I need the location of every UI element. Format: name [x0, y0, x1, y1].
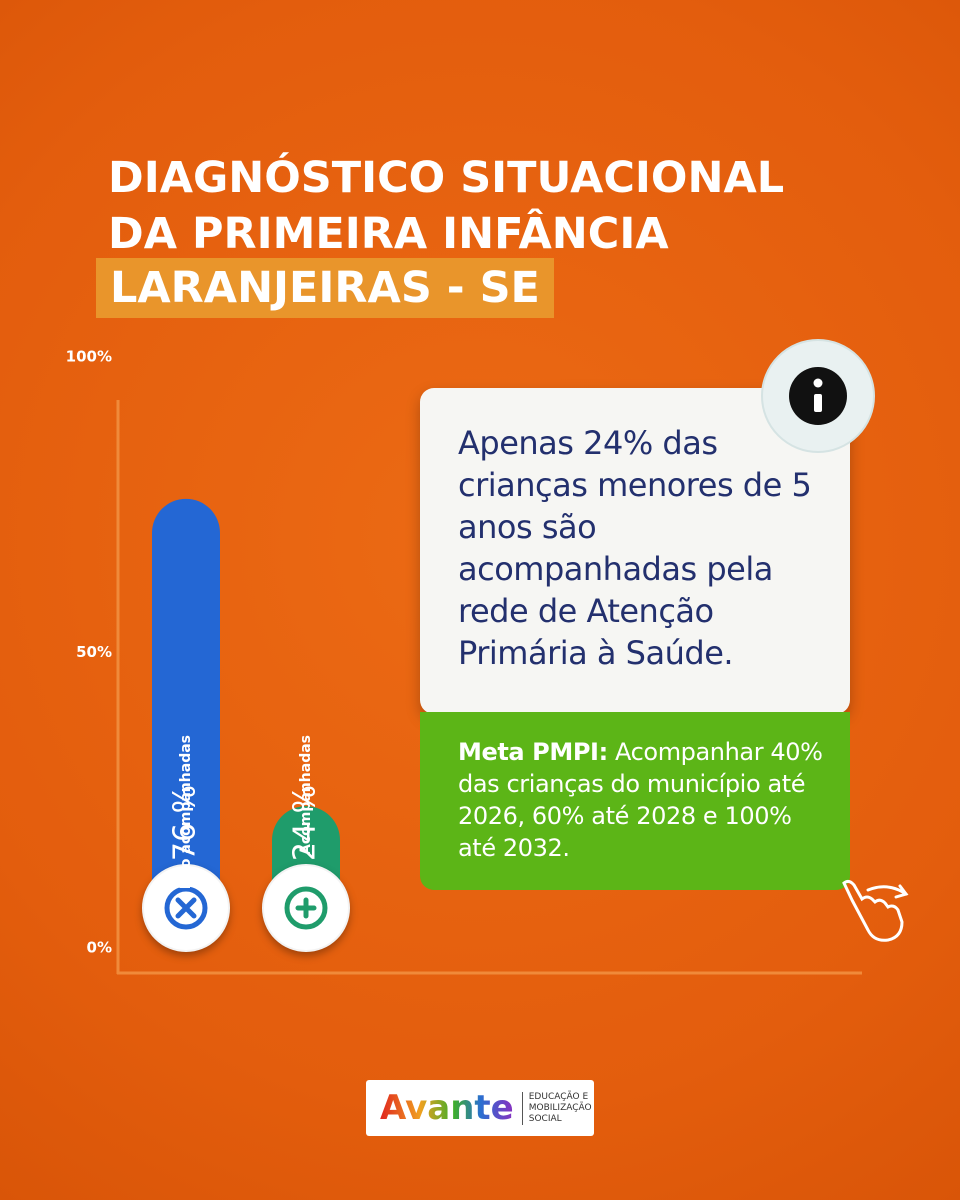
logo-name: Avante [380, 1088, 514, 1128]
info-box: Apenas 24% das crianças menores de 5 ano… [420, 388, 850, 714]
chart-subtitle: LARANJEIRAS - SE [96, 258, 554, 318]
logo-tagline: EDUCAÇÃO E MOBILIZAÇÃO SOCIAL [521, 1091, 594, 1125]
info-text: Apenas 24% das crianças menores de 5 ano… [458, 424, 812, 672]
y-tick-label: 0% [87, 939, 112, 957]
goal-text: Acompanhar 40% das crianças do município… [458, 738, 823, 862]
bar-icon [164, 886, 208, 930]
bar-icon-glyph [295, 897, 317, 919]
goal-label: Meta PMPI: [458, 738, 608, 766]
chart-title: DIAGNÓSTICO SITUACIONAL DA PRIMEIRA INFÂ… [108, 153, 785, 259]
logo: Avante EDUCAÇÃO E MOBILIZAÇÃO SOCIAL [366, 1080, 594, 1136]
value-label: 76 % [168, 785, 203, 861]
category-label: Não acompanhadas [178, 735, 194, 889]
y-tick-label: 50% [76, 643, 112, 661]
category-label: Acompanhadas [298, 735, 314, 855]
value-label: 24 % [288, 785, 323, 861]
bar-icon-glyph [175, 897, 197, 919]
bar-icon [284, 886, 328, 930]
bar [152, 498, 220, 948]
goal-box: Meta PMPI: Acompanhar 40% das crianças d… [420, 712, 850, 890]
y-tick-label: 100% [66, 348, 112, 366]
